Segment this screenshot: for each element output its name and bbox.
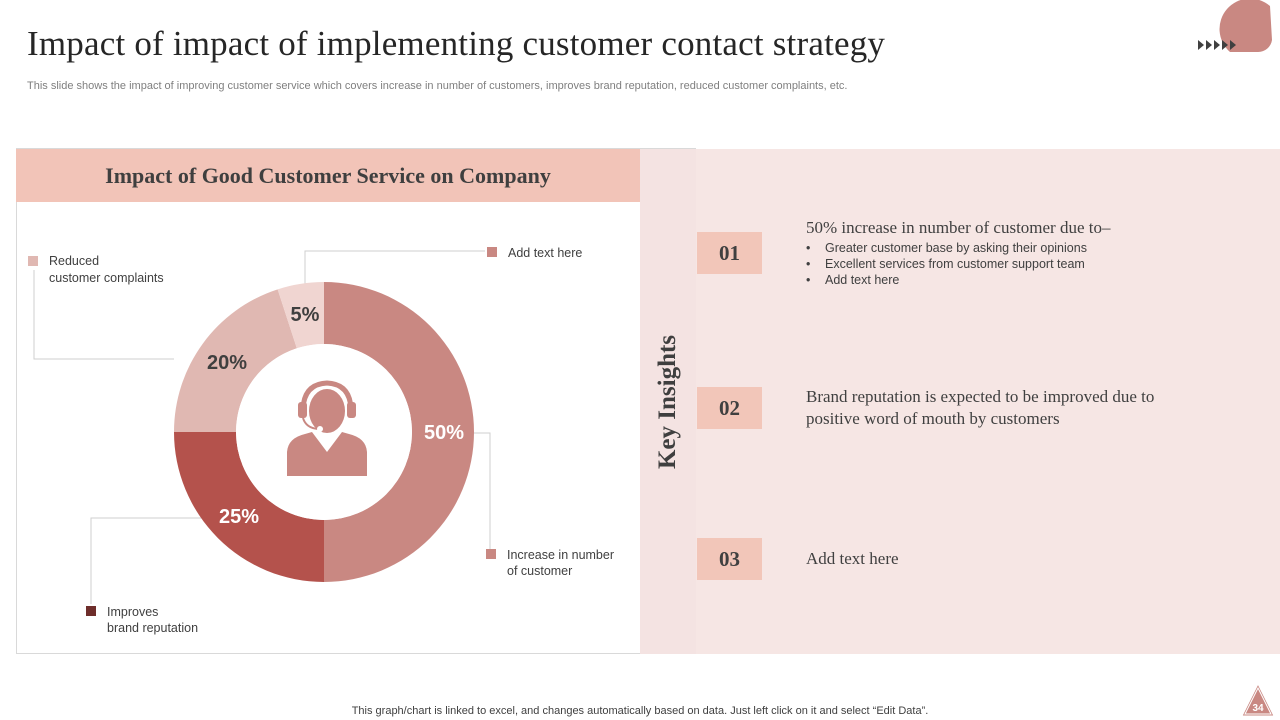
legend-label-improves-1: Improves	[107, 605, 158, 619]
insight-bullet: Excellent services from customer support…	[806, 256, 1087, 272]
arrows-decoration-icon	[1198, 0, 1272, 53]
key-insights-band	[640, 149, 696, 654]
chart-header: Impact of Good Customer Service on Compa…	[16, 149, 640, 202]
legend-swatch-add-text	[487, 247, 497, 257]
customer-support-agent-icon	[287, 380, 367, 476]
donut-chart[interactable]: 20% 5% 50% 25% Reduced customer complain…	[16, 202, 640, 654]
insight-heading-02-line2: positive word of mouth by customers	[806, 409, 1060, 428]
insight-number-02: 02	[697, 387, 762, 429]
legend-label-increase-1: Increase in number	[507, 548, 614, 562]
leader-lines	[33, 250, 491, 604]
insight-bullets-01: Greater customer base by asking their op…	[806, 240, 1087, 288]
footer-note: This graph/chart is linked to excel, and…	[351, 705, 929, 717]
key-insights-label: Key Insights	[654, 334, 681, 469]
leader-line-increase	[472, 432, 491, 553]
slice-label-add-text: 5%	[291, 304, 320, 326]
insight-heading-02-line1: Brand reputation is expected to be impro…	[806, 387, 1155, 406]
donut-slice-reduced-customer-complaints[interactable]	[174, 289, 297, 432]
legend-label-increase-2: of customer	[507, 564, 572, 578]
insight-heading-03: Add text here	[806, 549, 899, 568]
donut-slice-add-text-here[interactable]	[277, 282, 324, 349]
legend-label-reduced-2: customer complaints	[49, 271, 164, 285]
legend-label-improves-2: brand reputation	[107, 621, 198, 635]
insight-heading-01: 50% increase in number of customer due t…	[806, 218, 1111, 237]
slide-title: Impact of impact of implementing custome…	[27, 24, 886, 63]
slide-subtitle: This slide shows the impact of improving…	[27, 80, 848, 92]
insight-bullet: Greater customer base by asking their op…	[806, 240, 1087, 256]
insight-bullet: Add text here	[806, 272, 1087, 288]
legend-label-reduced-1: Reduced	[49, 254, 99, 268]
legend-swatch-increase	[486, 549, 496, 559]
slice-label-reduced: 20%	[207, 352, 247, 374]
slice-label-increase: 50%	[424, 422, 464, 444]
chart-title: Impact of Good Customer Service on Compa…	[105, 163, 551, 188]
donut-slices	[174, 282, 474, 582]
page-number-badge: 34	[1241, 682, 1275, 717]
legend-label-add-text: Add text here	[508, 246, 582, 260]
legend-swatch-improves	[86, 606, 96, 616]
leader-line-improves	[90, 517, 210, 604]
insight-number-03: 03	[697, 538, 762, 580]
donut-slice-increase-in-number-of-customer[interactable]	[324, 282, 474, 582]
page-number: 34	[1252, 703, 1264, 714]
slice-label-improves: 25%	[219, 506, 259, 528]
legend-swatch-reduced	[28, 256, 38, 266]
leader-line-reduced	[33, 270, 174, 360]
insight-number-01: 01	[697, 232, 762, 274]
donut-slice-improves-brand-reputation[interactable]	[174, 432, 324, 582]
insights-panel	[696, 149, 1280, 654]
leader-line-add-text	[304, 250, 485, 284]
